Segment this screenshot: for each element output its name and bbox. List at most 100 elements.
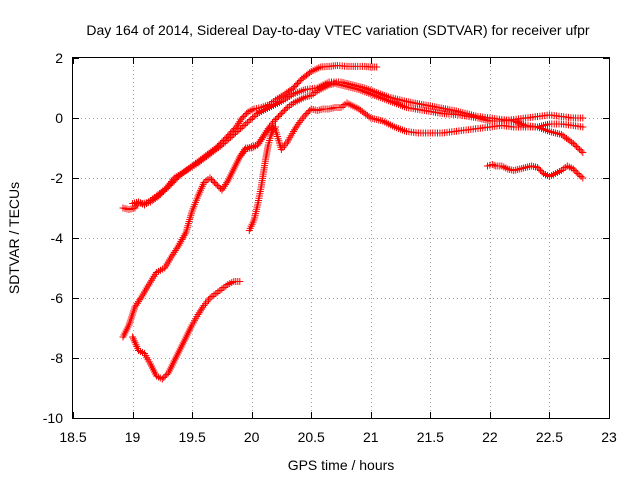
data-point — [489, 120, 491, 122]
data-point — [161, 378, 164, 380]
data-point — [235, 126, 237, 128]
data-point — [507, 168, 509, 170]
data-point — [582, 177, 584, 179]
data-point — [155, 375, 158, 377]
data-point — [292, 93, 295, 95]
data-point — [221, 288, 223, 290]
data-point — [582, 126, 584, 128]
y-tick-label: -6 — [51, 290, 64, 306]
data-point — [134, 207, 136, 209]
data-point — [310, 70, 313, 73]
data-point — [405, 130, 408, 133]
data-point — [554, 172, 557, 175]
data-point — [292, 87, 295, 89]
data-point — [320, 66, 322, 68]
data-point — [495, 165, 497, 167]
data-point — [233, 168, 235, 170]
data-point — [122, 207, 124, 209]
data-point — [524, 117, 527, 119]
data-point — [417, 132, 420, 134]
x-tick-label: 20 — [244, 429, 260, 445]
data-point — [253, 108, 255, 110]
data-point — [233, 133, 235, 136]
data-point — [221, 144, 223, 146]
data-point — [292, 130, 295, 133]
data-point — [340, 84, 342, 86]
data-point — [501, 165, 503, 167]
x-tick-label: 21 — [363, 429, 379, 445]
data-point — [465, 129, 467, 131]
data-point — [542, 172, 545, 175]
data-point — [256, 112, 259, 115]
data-point — [536, 166, 539, 169]
data-point — [560, 133, 563, 136]
data-point — [260, 106, 263, 109]
data-point — [248, 229, 251, 232]
data-point — [272, 129, 274, 131]
data-point — [441, 112, 444, 115]
data-point — [256, 204, 259, 206]
data-point — [131, 336, 134, 338]
data-point — [268, 106, 271, 109]
x-axis-label: GPS time / hours — [288, 457, 395, 473]
y-tick-label: 0 — [55, 110, 63, 126]
x-tick-label: 19 — [125, 429, 141, 445]
data-point — [149, 199, 152, 202]
y-tick-label: -10 — [43, 410, 63, 426]
data-point — [370, 66, 372, 68]
data-point — [459, 114, 461, 116]
data-point — [268, 126, 271, 128]
data-point — [375, 66, 378, 68]
data-point — [310, 108, 313, 110]
data-point — [280, 112, 283, 115]
data-point — [566, 165, 569, 167]
data-point — [244, 123, 247, 125]
data-point — [352, 87, 354, 89]
data-point — [304, 114, 307, 116]
data-point — [453, 109, 456, 112]
data-point — [316, 109, 319, 112]
y-tick-label: -8 — [51, 350, 64, 366]
data-point — [185, 169, 187, 172]
data-point — [328, 65, 330, 68]
data-point — [501, 120, 503, 122]
data-point — [340, 106, 342, 109]
data-point — [536, 126, 539, 128]
data-point — [262, 171, 265, 173]
data-point — [215, 183, 217, 185]
data-point — [441, 132, 444, 134]
data-point — [215, 292, 217, 295]
data-point — [381, 120, 384, 122]
data-point — [203, 181, 205, 184]
data-point — [300, 78, 303, 80]
data-point — [143, 352, 146, 355]
data-point — [253, 219, 255, 221]
data-point — [250, 145, 253, 148]
data-point — [405, 100, 408, 103]
data-point — [354, 65, 357, 68]
data-point — [165, 187, 167, 190]
data-point — [429, 105, 432, 107]
data-point — [197, 162, 199, 164]
series-track-7 — [484, 161, 587, 182]
data-point — [147, 285, 149, 287]
data-point — [233, 280, 235, 283]
data-point — [322, 108, 324, 110]
data-point — [173, 360, 175, 362]
series-track-6 — [245, 123, 279, 234]
data-point — [358, 108, 360, 110]
data-point — [512, 169, 515, 172]
x-tick-label: 22 — [482, 429, 498, 445]
plot-frame — [72, 57, 610, 419]
data-point — [524, 126, 527, 128]
data-point — [548, 175, 551, 178]
data-point — [274, 118, 277, 121]
data-point — [267, 144, 270, 146]
data-point — [370, 93, 372, 95]
data-point — [131, 202, 134, 205]
data-point — [582, 151, 584, 154]
x-tick-label: 21.5 — [417, 429, 444, 445]
data-point — [491, 163, 494, 166]
data-point — [518, 168, 521, 170]
chart-title: Day 164 of 2014, Sidereal Day-to-day VTE… — [86, 22, 590, 38]
